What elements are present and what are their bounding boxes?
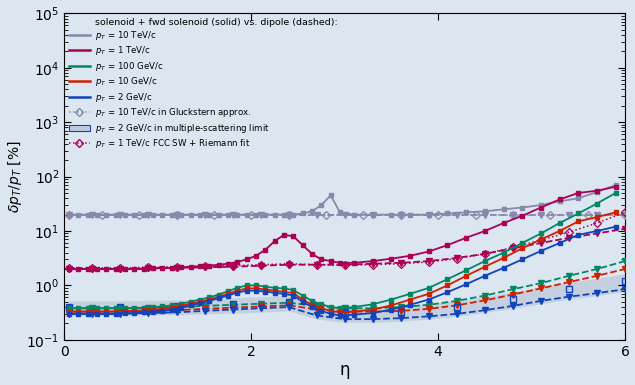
X-axis label: η: η — [340, 362, 350, 380]
Y-axis label: $\delta p_T/p_T$ [%]: $\delta p_T/p_T$ [%] — [6, 140, 23, 213]
Legend: solenoid + fwd solenoid (solid) vs. dipole (dashed):, $p_T$ = 10 TeV/c, $p_T$ = : solenoid + fwd solenoid (solid) vs. dipo… — [67, 16, 339, 152]
